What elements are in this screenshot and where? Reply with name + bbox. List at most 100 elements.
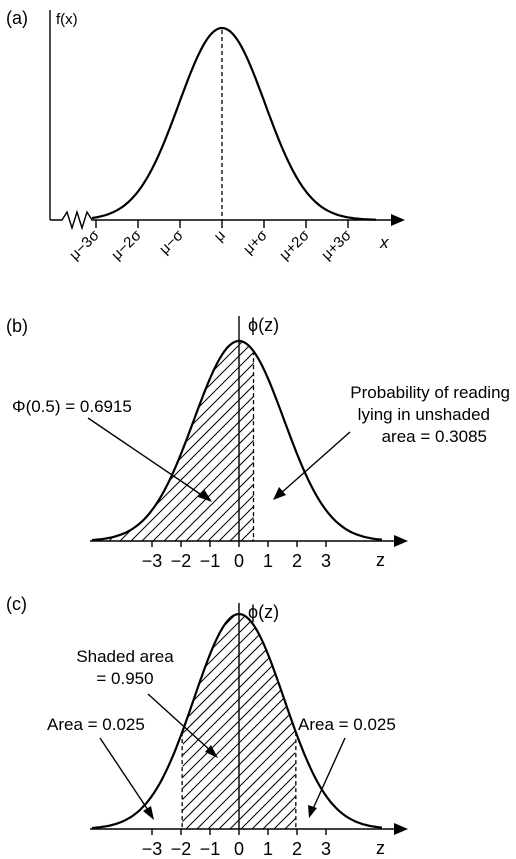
panel-b-hatch-line (0, 301, 63, 541)
panel-a-x-arrow (391, 214, 405, 226)
panel-b-tick-label: −2 (171, 551, 192, 571)
panel-c-hatch-line (0, 589, 140, 829)
panel-c-ticks: −3 −2 −1 0 1 2 3 (142, 829, 331, 859)
panel-b-hatch-line (92, 341, 174, 541)
panel-c-hatch-line (384, 589, 516, 829)
panel-c-hatch-line (450, 589, 516, 829)
panel-c-hatch-line (262, 614, 296, 829)
panel-c-hatch-line (251, 614, 296, 829)
panel-b-hatch-line (152, 341, 254, 541)
panel-c-hatch-line (329, 589, 516, 829)
panel-b-x-label: z (376, 550, 385, 570)
panel-b-left-arrowhead (198, 489, 212, 502)
panel-c-hatch-line (461, 589, 516, 829)
panel-c-hatch-line (0, 589, 30, 829)
panel-c-hatch-line (182, 614, 196, 829)
panel-b-tick-label: −3 (142, 551, 163, 571)
panel-a-tick-label: μ−3σ (66, 226, 103, 263)
panel-b-hatch-line (92, 341, 97, 541)
panel-b-hatch-line (207, 341, 254, 541)
panel-c-hatch-line (207, 614, 296, 829)
panel-c-hatch (0, 589, 516, 829)
panel-c-hatch-line (318, 589, 516, 829)
panel-b-hatch-line (92, 341, 254, 541)
panel-b-hatch-line (130, 341, 254, 541)
panel-a: (a) f(x) μ−3σ μ−2σ μ−σ μ μ+σ μ+2σ μ+3σ x (6, 8, 405, 264)
panel-c-hatch-line (0, 589, 162, 829)
panel-c-hatch-line (439, 589, 516, 829)
panel-c-tick-label: 2 (292, 839, 302, 859)
panel-c-hatch-line (295, 614, 296, 829)
panel-b-hatch-line (0, 301, 52, 541)
panel-a-tick-label: μ+3σ (318, 226, 355, 263)
panel-b-left-annotation: Φ(0.5) = 0.6915 (12, 397, 132, 416)
panel-a-curve (91, 26, 377, 221)
panel-b-hatch-line (185, 341, 254, 541)
panel-c-hatch-line (0, 589, 74, 829)
panel-a-tick-label: μ (211, 227, 229, 245)
panel-c-label: (c) (6, 594, 27, 614)
panel-c-hatch-line (0, 589, 118, 829)
panel-b-hatch-line (92, 341, 254, 541)
panel-c-hatch-line (351, 589, 516, 829)
panel-a-y-label: f(x) (56, 11, 78, 28)
panel-c-hatch-line (182, 614, 296, 829)
panel-c-curve (91, 613, 383, 830)
panel-c-hatch-line (505, 589, 516, 829)
panel-c-hatch-line (494, 589, 516, 829)
panel-b-right-annotation-line3: area = 0.3085 (382, 427, 487, 446)
panel-c-hatch-line (182, 614, 240, 829)
panel-c-hatch-line (395, 589, 516, 829)
panel-c-hatch-line (0, 589, 63, 829)
panel-c-hatch-line (218, 614, 296, 829)
panel-c-hatch-line (406, 589, 516, 829)
panel-c-tick-label: −3 (142, 839, 163, 859)
panel-c-hatch-line (182, 614, 296, 829)
panel-b-right-arrowhead (273, 487, 286, 500)
panel-c-hatch-line (373, 589, 516, 829)
panel-b-hatch-line (92, 341, 207, 541)
panel-c-hatch-line (0, 589, 96, 829)
panel-c-hatch-line (483, 589, 516, 829)
panel-b: (b) ϕ(z) −3 −2 −1 0 1 2 3 z Φ(0.5) = 0.6915 Pr… (0, 301, 516, 571)
panel-c-tick-label: 3 (321, 839, 331, 859)
panel-b-hatch-line (92, 341, 196, 541)
panel-c-hatch-line (340, 589, 516, 829)
panel-c-hatch-line (182, 614, 295, 829)
panel-c-hatch-line (428, 589, 516, 829)
panel-c-hatch-line (182, 614, 296, 829)
panel-c-hatch-line (182, 614, 273, 829)
panel-b-tick-label: −1 (200, 551, 221, 571)
panel-c-hatch-line (417, 589, 516, 829)
panel-c-x-label: z (376, 838, 385, 858)
panel-b-hatch-line (505, 301, 516, 541)
panel-c-hatch-line (182, 614, 296, 829)
panel-c-hatch-line (0, 589, 129, 829)
panel-b-hatch-line (108, 341, 254, 541)
panel-c-hatch-line (196, 614, 296, 829)
panel-c-hatch-line (0, 589, 151, 829)
panel-b-hatch-line (92, 341, 254, 541)
panel-b-hatch-line (92, 341, 254, 541)
panel-a-x-label: x (379, 233, 389, 252)
panel-c-hatch-line (0, 589, 85, 829)
panel-c-hatch-line (182, 614, 296, 829)
panel-a-x-axis (50, 209, 393, 231)
panel-b-hatch-line (92, 341, 218, 541)
panel-c-hatch-line (182, 614, 296, 829)
panel-c-hatch-line (182, 614, 229, 829)
panel-a-tick-label: μ−σ (156, 226, 187, 257)
panel-a-tick-label: μ+2σ (276, 226, 313, 263)
panel-c-tick-label: 1 (263, 839, 273, 859)
panel-b-hatch-line (174, 341, 254, 541)
panel-c-center-arrow-line (147, 693, 213, 753)
panel-b-curve (91, 339, 383, 542)
panel-b-hatch-line (92, 341, 130, 541)
panel-b-tick-label: 3 (321, 551, 331, 571)
panel-b-label: (b) (6, 316, 28, 336)
panel-c-hatch-line (182, 614, 296, 829)
panel-c-center-annotation-line2: = 0.950 (96, 669, 153, 688)
panel-b-hatch-line (92, 341, 141, 541)
panel-c-hatch-line (182, 614, 207, 829)
panel-b-hatch-line (119, 341, 254, 541)
